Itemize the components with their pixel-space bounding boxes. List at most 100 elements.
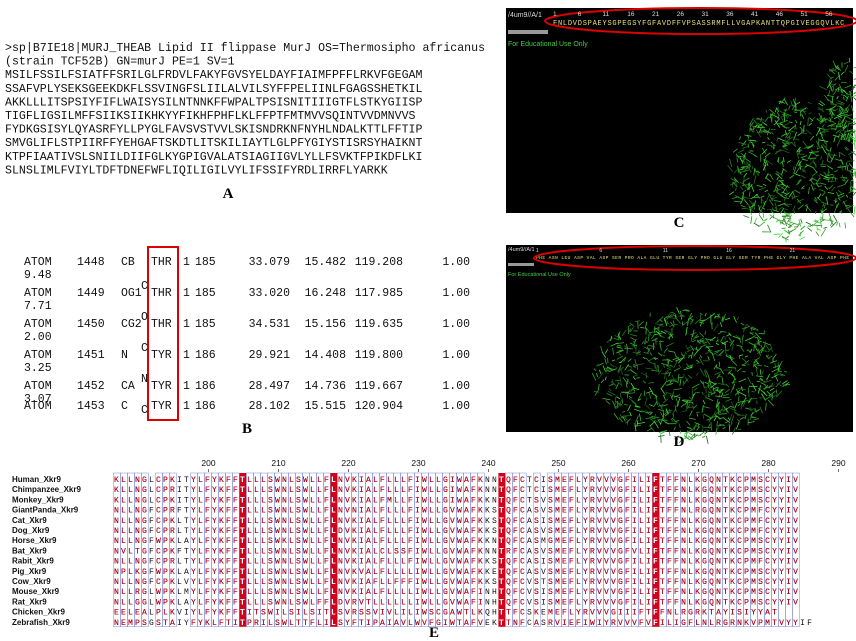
molecule-bond [717,336,719,342]
molecule-bond [763,201,766,207]
molecule-bond [779,110,783,114]
molecule-bond [749,332,754,335]
molecule-bond [686,363,689,367]
molecule-bond [795,159,800,166]
molecule-bond [773,200,782,202]
molecule-bond [799,120,802,126]
molecule-bond [714,413,722,420]
molecule-bond [782,145,788,147]
molecule-bond [754,360,758,364]
molecule-bond [693,423,698,431]
molecule-bond [645,416,654,420]
molecule-bond [764,218,768,222]
pdb-field: OG1 [121,287,142,300]
molecule-bond [667,364,673,367]
molecule-bond [785,188,789,193]
molecule-bond [627,323,633,328]
molecule-bond [749,327,756,331]
structure-id: /4um9//A/1 [508,12,542,19]
molecule-bond [696,339,701,345]
molecule-bond [848,150,855,155]
molecule-bond [739,136,741,140]
molecule-bond [643,390,646,397]
molecule-bond [641,410,650,415]
molecule-bond [802,163,808,172]
molecule-bond [729,339,735,347]
molecule-bond [758,337,762,341]
molecule-bond [784,192,790,197]
molecule-bond [708,415,714,423]
ruler-label: 250 [551,458,565,468]
sequence-row-similar: NPLKGFWPKLAYLFYKFFTLLLSWNLSWLLFLNVKVALFL… [114,568,800,577]
molecule-bond [738,395,740,402]
molecule-bond [803,145,810,149]
molecule-bond [689,321,694,325]
molecule-bond [645,367,654,370]
molecule-bond [847,122,850,128]
molecule-bond [776,111,780,116]
fasta-line: (strain TCF52B) GN=murJ PE=1 SV=1 [5,56,235,69]
molecule-bond [681,410,688,413]
molecule-bond [740,166,745,168]
molecule-bond [820,208,828,213]
molecule-bond [801,113,805,120]
molecule-bond [772,144,776,147]
molecule-bond [750,141,755,147]
sequence-row-similar: NVLTGFCPKFTYLFYKFFTLLLSWNLSWLLFLNVKIALCL… [114,547,800,556]
molecule-bond [733,318,738,323]
molecule-bond [836,96,839,100]
molecule-bond [661,404,668,407]
molecule-bond [648,381,655,384]
residue-highlight-box [147,246,179,421]
molecule-bond [750,412,755,416]
conserved-column [239,473,247,627]
molecule-bond [828,184,834,190]
molecule-bond [771,374,778,379]
pdb-field: 1450 [77,318,105,331]
molecule-bond [828,154,837,156]
molecule-bond [761,393,767,401]
molecule-bond [659,354,666,356]
molecule-bond [773,189,776,193]
molecule-bond [759,406,763,414]
molecule-bond [846,116,853,120]
highlight-ellipse [544,7,856,35]
molecule-bond [664,372,666,380]
molecule-bond [654,419,658,423]
molecule-bond [749,331,754,336]
molecule-bond [806,129,813,135]
molecule-bond [814,219,819,223]
molecule-bond [844,85,852,89]
molecule-bond [819,189,826,192]
molecule-bond [625,418,631,424]
molecule-bond [739,168,745,171]
molecule-bond [678,364,682,369]
molecule-bond [849,197,853,200]
molecule-bond [835,129,840,134]
molecule-bond [699,354,703,358]
molecule-bond [772,209,779,213]
molecule-bond [627,404,632,412]
molecule-bond [808,122,813,127]
molecule-bond [805,164,814,168]
molecule-bond [716,427,719,431]
molecule-bond [671,391,675,399]
molecule-bond [848,121,854,125]
molecule-bond [696,413,699,417]
molecule-bond [781,132,788,137]
molecule-bond [827,90,831,97]
molecule-bond [593,368,597,371]
molecule-bond [809,179,815,185]
molecule-bond [778,172,784,177]
molecule-bond [845,95,850,102]
molecule-bond [742,360,750,367]
molecule-bond [642,380,646,384]
pdb-field: ATOM [24,400,52,413]
molecule-bond [670,321,675,327]
molecule-bond [731,360,738,367]
molecule-bond [766,144,773,147]
molecule-bond [668,324,678,327]
molecule-bond [744,355,749,358]
molecule-bond [634,422,637,432]
molecule-bond [837,189,844,195]
